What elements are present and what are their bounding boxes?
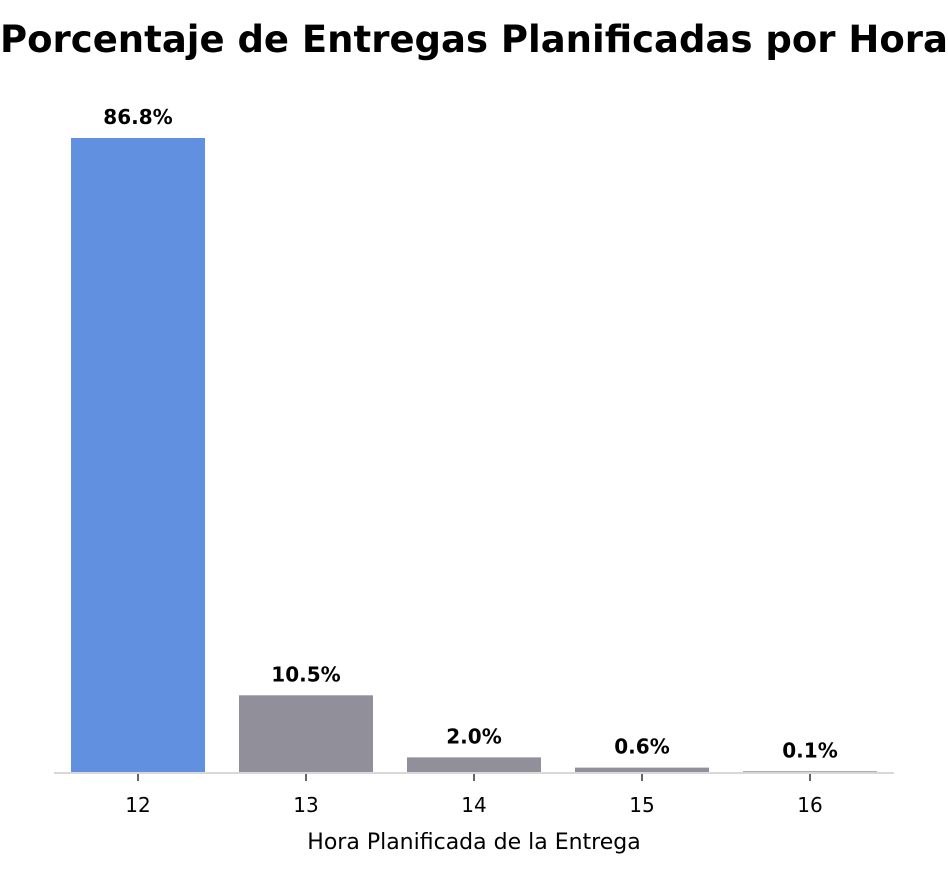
bar-15 [575, 767, 709, 772]
bars-layer: 86.8% 10.5% 2.0% 0.6% 0.1% [71, 105, 877, 772]
tick-label-14: 14 [461, 793, 486, 817]
bar-12 [71, 138, 205, 772]
tick-label-13: 13 [293, 793, 318, 817]
tick-label-15: 15 [629, 793, 654, 817]
data-label-16: 0.1% [782, 738, 837, 762]
tick-label-12: 12 [125, 793, 150, 817]
bar-14 [407, 757, 541, 772]
data-label-12: 86.8% [103, 105, 172, 129]
data-label-14: 2.0% [446, 724, 501, 748]
tick-label-16: 16 [797, 793, 822, 817]
data-label-13: 10.5% [271, 662, 340, 686]
chart-title: Porcentaje de Entregas Planificadas por … [0, 18, 948, 61]
x-axis-ticks: 12 13 14 15 16 [125, 774, 823, 817]
bar-16 [743, 771, 877, 772]
bar-13 [239, 695, 373, 772]
data-label-15: 0.6% [614, 735, 669, 759]
x-axis-label: Hora Planificada de la Entrega [307, 830, 640, 855]
